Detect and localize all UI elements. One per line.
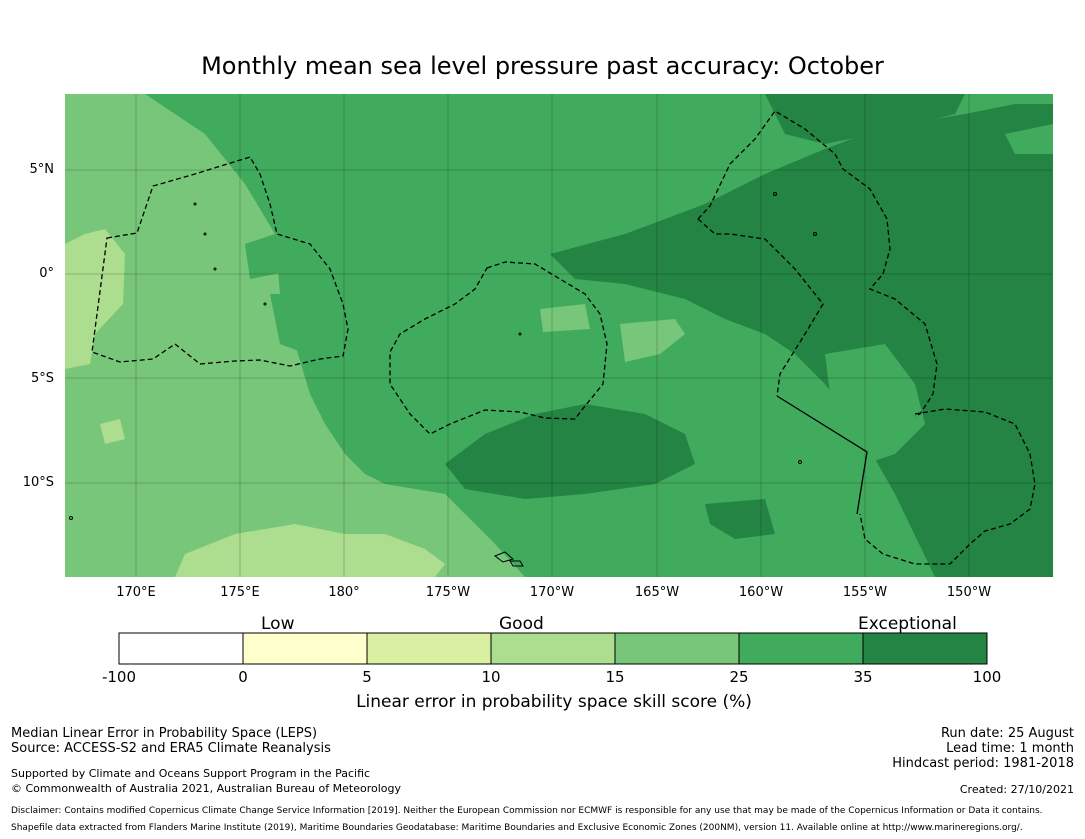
colorbar-segment-15-25 [615,633,739,664]
footer-copyright: © Commonwealth of Australia 2021, Austra… [11,782,401,795]
colorbar-tick: 25 [729,668,749,686]
eez-boundary-tuvalu-kiribati-west [91,156,349,367]
region-25-35-west2 [270,294,350,359]
colorbar-segment-5-10 [367,633,491,664]
eez-boundary-line-islands [697,110,938,417]
eez-boundary-solid [776,395,868,515]
colorbar-segment-neg100-0 [119,633,243,664]
eez-boundary-cook [859,408,1036,565]
lon-label-170e: 170°E [116,585,156,600]
colorbar-tick: 5 [362,668,372,686]
region-35-100-south [445,404,695,499]
eez-boundary-phoenix [389,261,608,435]
footer-source: Source: ACCESS-S2 and ERA5 Climate Reana… [11,741,331,756]
footer-leps: Median Linear Error in Probability Space… [11,726,318,741]
lon-label-175w: 175°W [425,585,471,600]
lon-label-175e: 175°E [220,585,260,600]
region-25-35-west [245,234,300,279]
colorbar [118,632,988,665]
lon-label-155w: 155°W [842,585,888,600]
footer-disclaimer: Disclaimer: Contains modified Copernicus… [11,806,1043,816]
region-15-25-center2 [540,304,590,332]
lon-label-170w: 170°W [529,585,575,600]
region-25-35-east2 [1005,124,1053,154]
colorbar-frame [118,632,988,665]
eez-boundary-line-islands-2 [697,218,824,397]
islands [69,192,817,567]
lat-label-5n: 5°N [29,162,55,177]
colorbar-segment-10-15 [491,633,615,664]
eez-boundaries [91,110,1036,565]
category-label-low: Low [261,614,295,634]
region-10-15-pocket [100,419,125,444]
footer-hindcast: Hindcast period: 1981-2018 [892,756,1074,771]
lon-label-150w: 150°W [946,585,992,600]
lat-label-0: 0° [39,266,54,281]
lat-label-5s: 5°S [30,371,54,386]
lon-label-165w: 165°W [634,585,680,600]
region-10-15-west [65,229,125,369]
lon-label-180: 180° [328,585,360,600]
colorbar-label: Linear error in probability space skill … [356,692,752,712]
colorbar-segment-35-100 [863,633,987,664]
region-35-100-sw [705,499,775,539]
region-25-35-east [825,344,925,464]
category-label-good: Good [499,614,544,634]
category-label-exceptional: Exceptional [858,614,957,634]
colorbar-tick: 35 [853,668,873,686]
region-15-25-center [620,319,685,362]
footer-run-date: Run date: 25 August [940,726,1074,741]
colorbar-tick: 10 [481,668,501,686]
region-10-15-south [175,524,445,577]
region-15-25-west [65,94,525,577]
colorbar-segment-25-35 [739,633,863,664]
map-title: Monthly mean sea level pressure past acc… [201,52,884,80]
footer-shapefile-credit: Shapefile data extracted from Flanders M… [11,823,1023,833]
colorbar-tick: 0 [238,668,248,686]
footer-support: Supported by Climate and Oceans Support … [11,767,371,780]
colorbar-tick: -100 [101,668,137,686]
skill-map [65,94,1053,577]
gridlines [65,94,1053,577]
region-35-100-north [765,94,965,144]
colorbar-tick: 15 [605,668,625,686]
lon-label-160w: 160°W [738,585,784,600]
colorbar-segment-0-5 [243,633,367,664]
lat-label-10s: 10°S [22,475,54,490]
footer-lead-time: Lead time: 1 month [946,741,1074,756]
colorbar-tick: 100 [972,668,1002,686]
footer-created: Created: 27/10/2021 [959,783,1074,796]
